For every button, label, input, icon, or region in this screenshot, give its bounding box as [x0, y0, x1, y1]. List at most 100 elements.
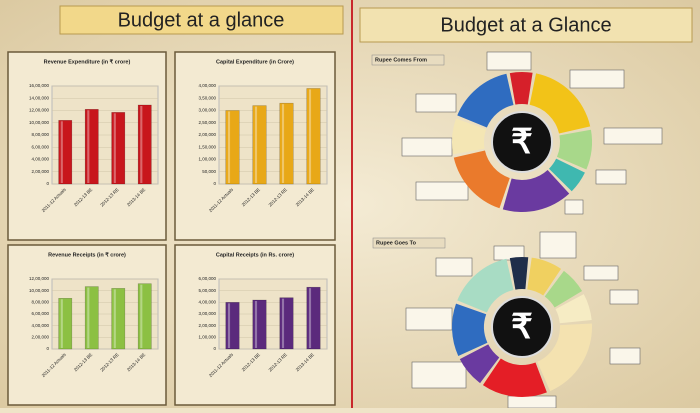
center-disc	[491, 296, 553, 358]
bar-highlight	[227, 111, 231, 183]
pie-slice	[453, 150, 510, 209]
y-tick-label: 2,00,000	[198, 323, 216, 328]
y-tick-label: 12,00,000	[29, 276, 50, 281]
pie-slice	[509, 257, 529, 290]
pie-title-box	[371, 54, 445, 66]
left-banner	[59, 5, 344, 35]
label-box	[539, 231, 577, 259]
right-title: Budget at a Glance	[440, 14, 611, 36]
label-box	[411, 361, 467, 389]
y-tick-label: 8,00,000	[31, 300, 49, 305]
bar-highlight	[140, 284, 143, 348]
y-tick-label: 14,00,000	[29, 95, 50, 100]
bar-highlight	[227, 303, 231, 348]
bar-highlight	[281, 298, 285, 348]
label-box	[486, 51, 532, 71]
y-tick-label: 50,000	[202, 169, 216, 174]
bar-highlight	[87, 287, 90, 348]
y-tick-label: 12,00,000	[29, 108, 50, 113]
label-box	[583, 265, 619, 281]
pie-slice	[482, 358, 547, 398]
label-box	[507, 395, 557, 409]
bar	[137, 283, 152, 350]
bar	[58, 298, 73, 350]
bar-highlight	[140, 105, 143, 183]
label-box	[609, 289, 639, 305]
y-tick-label: 3,50,000	[198, 95, 216, 100]
bar	[225, 302, 240, 350]
pie-slice	[537, 323, 592, 392]
bar	[306, 88, 321, 185]
bar	[84, 286, 99, 350]
label-box	[595, 169, 627, 185]
label-box	[401, 137, 453, 157]
pie-slice	[555, 294, 592, 324]
y-tick-label: 1,50,000	[198, 144, 216, 149]
y-tick-label: 16,00,000	[29, 83, 50, 88]
pie-title-box	[372, 237, 446, 249]
y-tick-label: 4,00,000	[198, 300, 216, 305]
chart-title: Capital Expenditure (in Crore)	[216, 59, 294, 65]
pie-slice	[509, 72, 533, 105]
y-tick-label: 1,00,000	[198, 157, 216, 162]
pie-slice	[549, 158, 585, 192]
bar	[279, 102, 294, 185]
pie-slice	[502, 170, 570, 212]
y-tick-label: 6,00,000	[198, 276, 216, 281]
bar-highlight	[60, 121, 63, 183]
bar-highlight	[60, 299, 63, 348]
y-tick-label: 8,00,000	[31, 132, 49, 137]
center-symbol: ₹	[511, 123, 533, 161]
pie-slice	[529, 73, 591, 134]
center-disc	[491, 111, 553, 173]
pie-slice	[556, 129, 592, 170]
pie-slice	[459, 344, 500, 384]
bar-highlight	[308, 89, 312, 183]
label-box	[415, 93, 457, 113]
pie-slice	[527, 257, 562, 296]
left-title: Budget at a glance	[118, 9, 285, 31]
label-box	[415, 181, 469, 201]
label-box	[493, 245, 525, 261]
label-box	[609, 347, 641, 365]
center-symbol: ₹	[511, 308, 533, 346]
bar	[58, 120, 73, 185]
pie-slice	[544, 270, 583, 308]
chart-title: Revenue Expenditure (in ₹ crore)	[44, 58, 131, 65]
charts: Revenue Expenditure (in ₹ crore) 0 2,00,00…	[7, 51, 663, 409]
bar-highlight	[254, 106, 258, 183]
y-tick-label: 2,00,000	[198, 132, 216, 137]
bar	[225, 110, 240, 185]
y-tick-label: 2,00,000	[31, 335, 49, 340]
label-box	[564, 199, 584, 215]
bar-highlight	[113, 289, 116, 348]
label-box	[569, 69, 625, 89]
y-tick-label: 4,00,000	[198, 83, 216, 88]
y-tick-label: 2,00,000	[31, 169, 49, 174]
chart-title: Revenue Receipts (in ₹ crore)	[48, 251, 126, 258]
y-tick-label: 2,50,000	[198, 120, 216, 125]
bar	[279, 297, 294, 350]
bar-highlight	[87, 110, 90, 183]
pie-slice	[452, 118, 487, 155]
pie-title: Rupee Comes From	[375, 57, 427, 63]
right-banner	[359, 7, 693, 43]
bar-highlight	[308, 288, 312, 348]
label-box	[405, 307, 453, 331]
bar-highlight	[254, 301, 258, 348]
bar	[252, 299, 267, 350]
label-box	[603, 127, 663, 145]
bar	[306, 286, 321, 350]
y-tick-label: 4,00,000	[31, 323, 49, 328]
y-tick-label: 3,00,000	[198, 311, 216, 316]
y-tick-label: 6,00,000	[31, 311, 49, 316]
bar	[252, 105, 267, 185]
y-tick-label: 4,00,000	[31, 157, 49, 162]
pie-title: Rupee Goes To	[376, 240, 417, 246]
y-tick-label: 1,00,000	[198, 335, 216, 340]
bar	[137, 104, 152, 185]
bar	[111, 288, 126, 350]
chart-title: Capital Receipts (in Rs. crore)	[216, 252, 294, 258]
y-tick-label: 0	[213, 181, 216, 186]
